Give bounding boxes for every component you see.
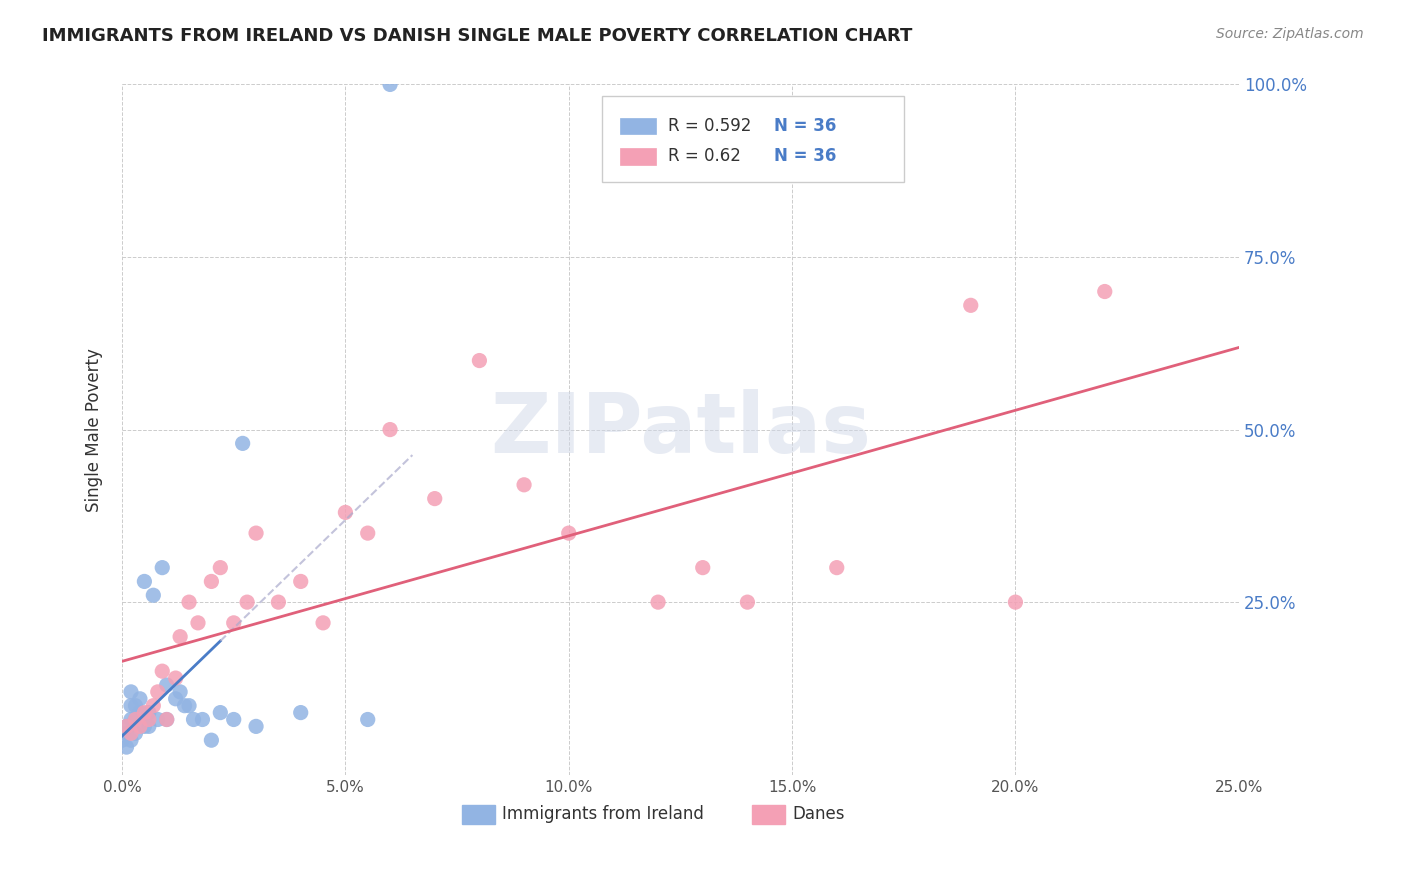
Point: [173, 698, 195, 713]
Point: [142, 698, 165, 713]
Point: [150, 664, 173, 678]
Point: [115, 726, 138, 740]
Point: [183, 713, 205, 727]
FancyBboxPatch shape: [461, 805, 495, 823]
Point: [692, 560, 714, 574]
Point: [156, 678, 179, 692]
Text: Danes: Danes: [792, 805, 845, 823]
Point: [290, 706, 312, 720]
Text: Source: ZipAtlas.com: Source: ZipAtlas.com: [1216, 27, 1364, 41]
Point: [138, 706, 160, 720]
Point: [120, 713, 142, 727]
Point: [115, 719, 138, 733]
Point: [357, 713, 380, 727]
Point: [129, 706, 152, 720]
FancyBboxPatch shape: [602, 96, 904, 183]
Point: [129, 719, 152, 733]
Point: [120, 726, 142, 740]
Text: ZIPatlas: ZIPatlas: [489, 389, 870, 470]
Point: [423, 491, 446, 506]
Point: [209, 560, 232, 574]
Point: [124, 726, 146, 740]
Point: [267, 595, 290, 609]
Point: [165, 691, 187, 706]
Point: [200, 733, 222, 747]
Point: [468, 353, 491, 368]
Point: [156, 713, 179, 727]
Point: [737, 595, 759, 609]
Point: [129, 691, 152, 706]
Point: [124, 713, 146, 727]
Point: [146, 713, 169, 727]
Point: [187, 615, 209, 630]
Point: [134, 706, 156, 720]
Point: [138, 719, 160, 733]
Point: [513, 477, 536, 491]
Y-axis label: Single Male Poverty: Single Male Poverty: [86, 348, 103, 511]
FancyBboxPatch shape: [620, 148, 655, 164]
Point: [222, 615, 245, 630]
Point: [232, 436, 254, 450]
Point: [335, 505, 357, 519]
Text: N = 36: N = 36: [775, 147, 837, 165]
Text: R = 0.62: R = 0.62: [668, 147, 741, 165]
Point: [142, 588, 165, 602]
Point: [236, 595, 259, 609]
Point: [647, 595, 669, 609]
Point: [245, 719, 267, 733]
Text: R = 0.592: R = 0.592: [668, 117, 751, 135]
Point: [111, 733, 134, 747]
FancyBboxPatch shape: [752, 805, 786, 823]
FancyBboxPatch shape: [620, 118, 655, 134]
Point: [134, 719, 156, 733]
Point: [209, 706, 232, 720]
Point: [169, 630, 191, 644]
Point: [191, 713, 214, 727]
Point: [165, 671, 187, 685]
Point: [177, 595, 200, 609]
Point: [115, 740, 138, 755]
Point: [120, 685, 142, 699]
Point: [150, 560, 173, 574]
Point: [558, 526, 581, 541]
Point: [115, 719, 138, 733]
Point: [124, 698, 146, 713]
Point: [222, 713, 245, 727]
Text: N = 36: N = 36: [775, 117, 837, 135]
Point: [120, 698, 142, 713]
Text: Immigrants from Ireland: Immigrants from Ireland: [502, 805, 703, 823]
Point: [156, 713, 179, 727]
Point: [124, 713, 146, 727]
Point: [120, 733, 142, 747]
Point: [378, 78, 401, 92]
Point: [959, 298, 981, 312]
Point: [378, 423, 401, 437]
Point: [357, 526, 380, 541]
Point: [1094, 285, 1116, 299]
Point: [1004, 595, 1026, 609]
Point: [169, 685, 191, 699]
Point: [138, 713, 160, 727]
Text: IMMIGRANTS FROM IRELAND VS DANISH SINGLE MALE POVERTY CORRELATION CHART: IMMIGRANTS FROM IRELAND VS DANISH SINGLE…: [42, 27, 912, 45]
Point: [245, 526, 267, 541]
Point: [312, 615, 335, 630]
Point: [146, 685, 169, 699]
Point: [825, 560, 848, 574]
Point: [200, 574, 222, 589]
Point: [134, 574, 156, 589]
Point: [177, 698, 200, 713]
Point: [290, 574, 312, 589]
